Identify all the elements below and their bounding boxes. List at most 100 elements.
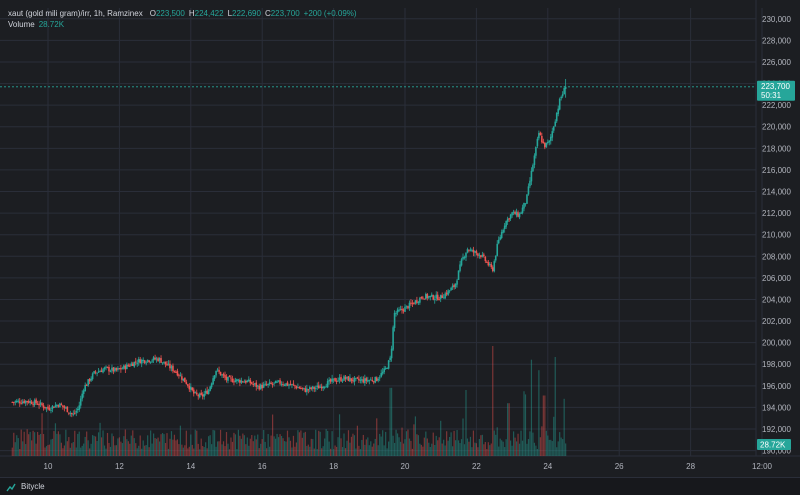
candle-body	[381, 371, 384, 374]
candle-body	[346, 376, 348, 379]
y-tick-label: 214,000	[762, 188, 791, 197]
brand[interactable]: Bitycle	[6, 482, 45, 492]
volume-bar	[225, 432, 228, 456]
volume-bar	[236, 449, 238, 456]
candle-body	[106, 366, 109, 368]
volume-bar	[361, 439, 363, 456]
volume-bar	[212, 429, 214, 456]
volume-bar	[492, 346, 494, 456]
volume-bar	[269, 446, 271, 456]
volume-bar	[106, 432, 109, 456]
volume-bar	[276, 433, 278, 456]
volume-bar	[205, 442, 207, 456]
volume-bar	[260, 443, 262, 456]
candle-body	[416, 300, 418, 303]
volume-bar	[32, 430, 34, 456]
volume-bar	[114, 445, 116, 456]
volume-key[interactable]: Volume	[8, 20, 35, 29]
volume-bar	[533, 442, 536, 456]
volume-bar	[22, 441, 24, 456]
candle-body	[377, 379, 380, 381]
candle-body	[344, 377, 347, 379]
volume-bar	[392, 435, 394, 456]
volume-bar	[245, 444, 247, 456]
volume-bar	[124, 429, 126, 456]
candle-body	[355, 377, 357, 379]
candle-body	[353, 377, 356, 383]
volume-bar	[349, 442, 351, 456]
candle-body	[317, 385, 320, 389]
close-key: C	[264, 9, 271, 18]
candle-body	[548, 140, 551, 143]
candle-body	[265, 384, 268, 386]
volume-bar	[359, 449, 361, 456]
volume-bar	[63, 445, 65, 456]
candle-body	[435, 294, 438, 299]
price-chart[interactable]: 190,000 192,000 194,000 196,000 198,000 200,0…	[0, 0, 800, 477]
candle-body	[264, 383, 266, 385]
volume-bar	[553, 416, 555, 456]
volume-bar	[84, 436, 86, 456]
candle-body	[73, 412, 76, 414]
change-value: +200 (+0.09%)	[303, 9, 357, 18]
candle-body	[146, 359, 149, 362]
volume-bar	[477, 447, 479, 456]
candle-body	[417, 301, 420, 303]
candle-body	[215, 370, 217, 376]
candle-body	[118, 368, 121, 370]
candle-body	[209, 386, 211, 391]
candle-body	[72, 413, 75, 415]
candle-body	[276, 381, 278, 383]
candle-body	[231, 378, 234, 383]
volume-bar	[498, 446, 500, 456]
y-tick-label: 218,000	[762, 144, 791, 153]
volume-bar	[368, 445, 370, 456]
candle-body	[477, 253, 479, 256]
volume-bar	[173, 434, 176, 456]
volume-bar	[468, 441, 470, 456]
y-tick-label: 200,000	[762, 339, 791, 348]
candle-body	[82, 390, 85, 394]
candle-body	[11, 401, 14, 403]
candle-body	[493, 261, 496, 272]
volume-bar	[41, 413, 43, 456]
candle-body	[340, 377, 342, 382]
volume-bar	[93, 435, 95, 456]
candle-body	[349, 377, 351, 382]
volume-bar	[435, 435, 437, 456]
candle-body	[430, 294, 433, 297]
volume-bar	[449, 436, 451, 456]
candle-body	[386, 367, 388, 369]
volume-bar	[145, 445, 147, 456]
volume-bar	[544, 395, 546, 456]
candle-body	[273, 382, 275, 384]
candle-body	[250, 382, 253, 384]
candle-body	[343, 376, 345, 381]
volume-bar	[362, 434, 364, 456]
volume-bar	[493, 430, 495, 456]
candle-body	[404, 306, 406, 312]
candle-body	[413, 302, 415, 305]
symbol-label[interactable]: xaut (gold mili gram)/irr, 1h, Ramzinex	[8, 9, 143, 18]
candle-body	[143, 360, 146, 363]
candle-body	[405, 305, 408, 307]
candle-body	[313, 387, 316, 389]
volume-bar	[335, 446, 338, 456]
volume-bar	[334, 445, 336, 456]
candle-body	[170, 366, 173, 369]
candle-body	[161, 362, 164, 364]
volume-bar	[297, 430, 299, 456]
volume-bar	[538, 370, 540, 456]
volume-bar	[252, 441, 254, 456]
candle-body	[289, 383, 292, 386]
candle-body	[484, 256, 487, 262]
candle-body	[149, 361, 152, 363]
volume-bar	[371, 446, 373, 456]
volume-bar	[484, 442, 486, 456]
volume-bar	[374, 438, 376, 456]
candle-body	[460, 259, 463, 266]
volume-bar	[547, 435, 549, 456]
candle-body	[338, 377, 341, 380]
volume-bar	[450, 432, 452, 456]
candle-body	[140, 359, 143, 364]
